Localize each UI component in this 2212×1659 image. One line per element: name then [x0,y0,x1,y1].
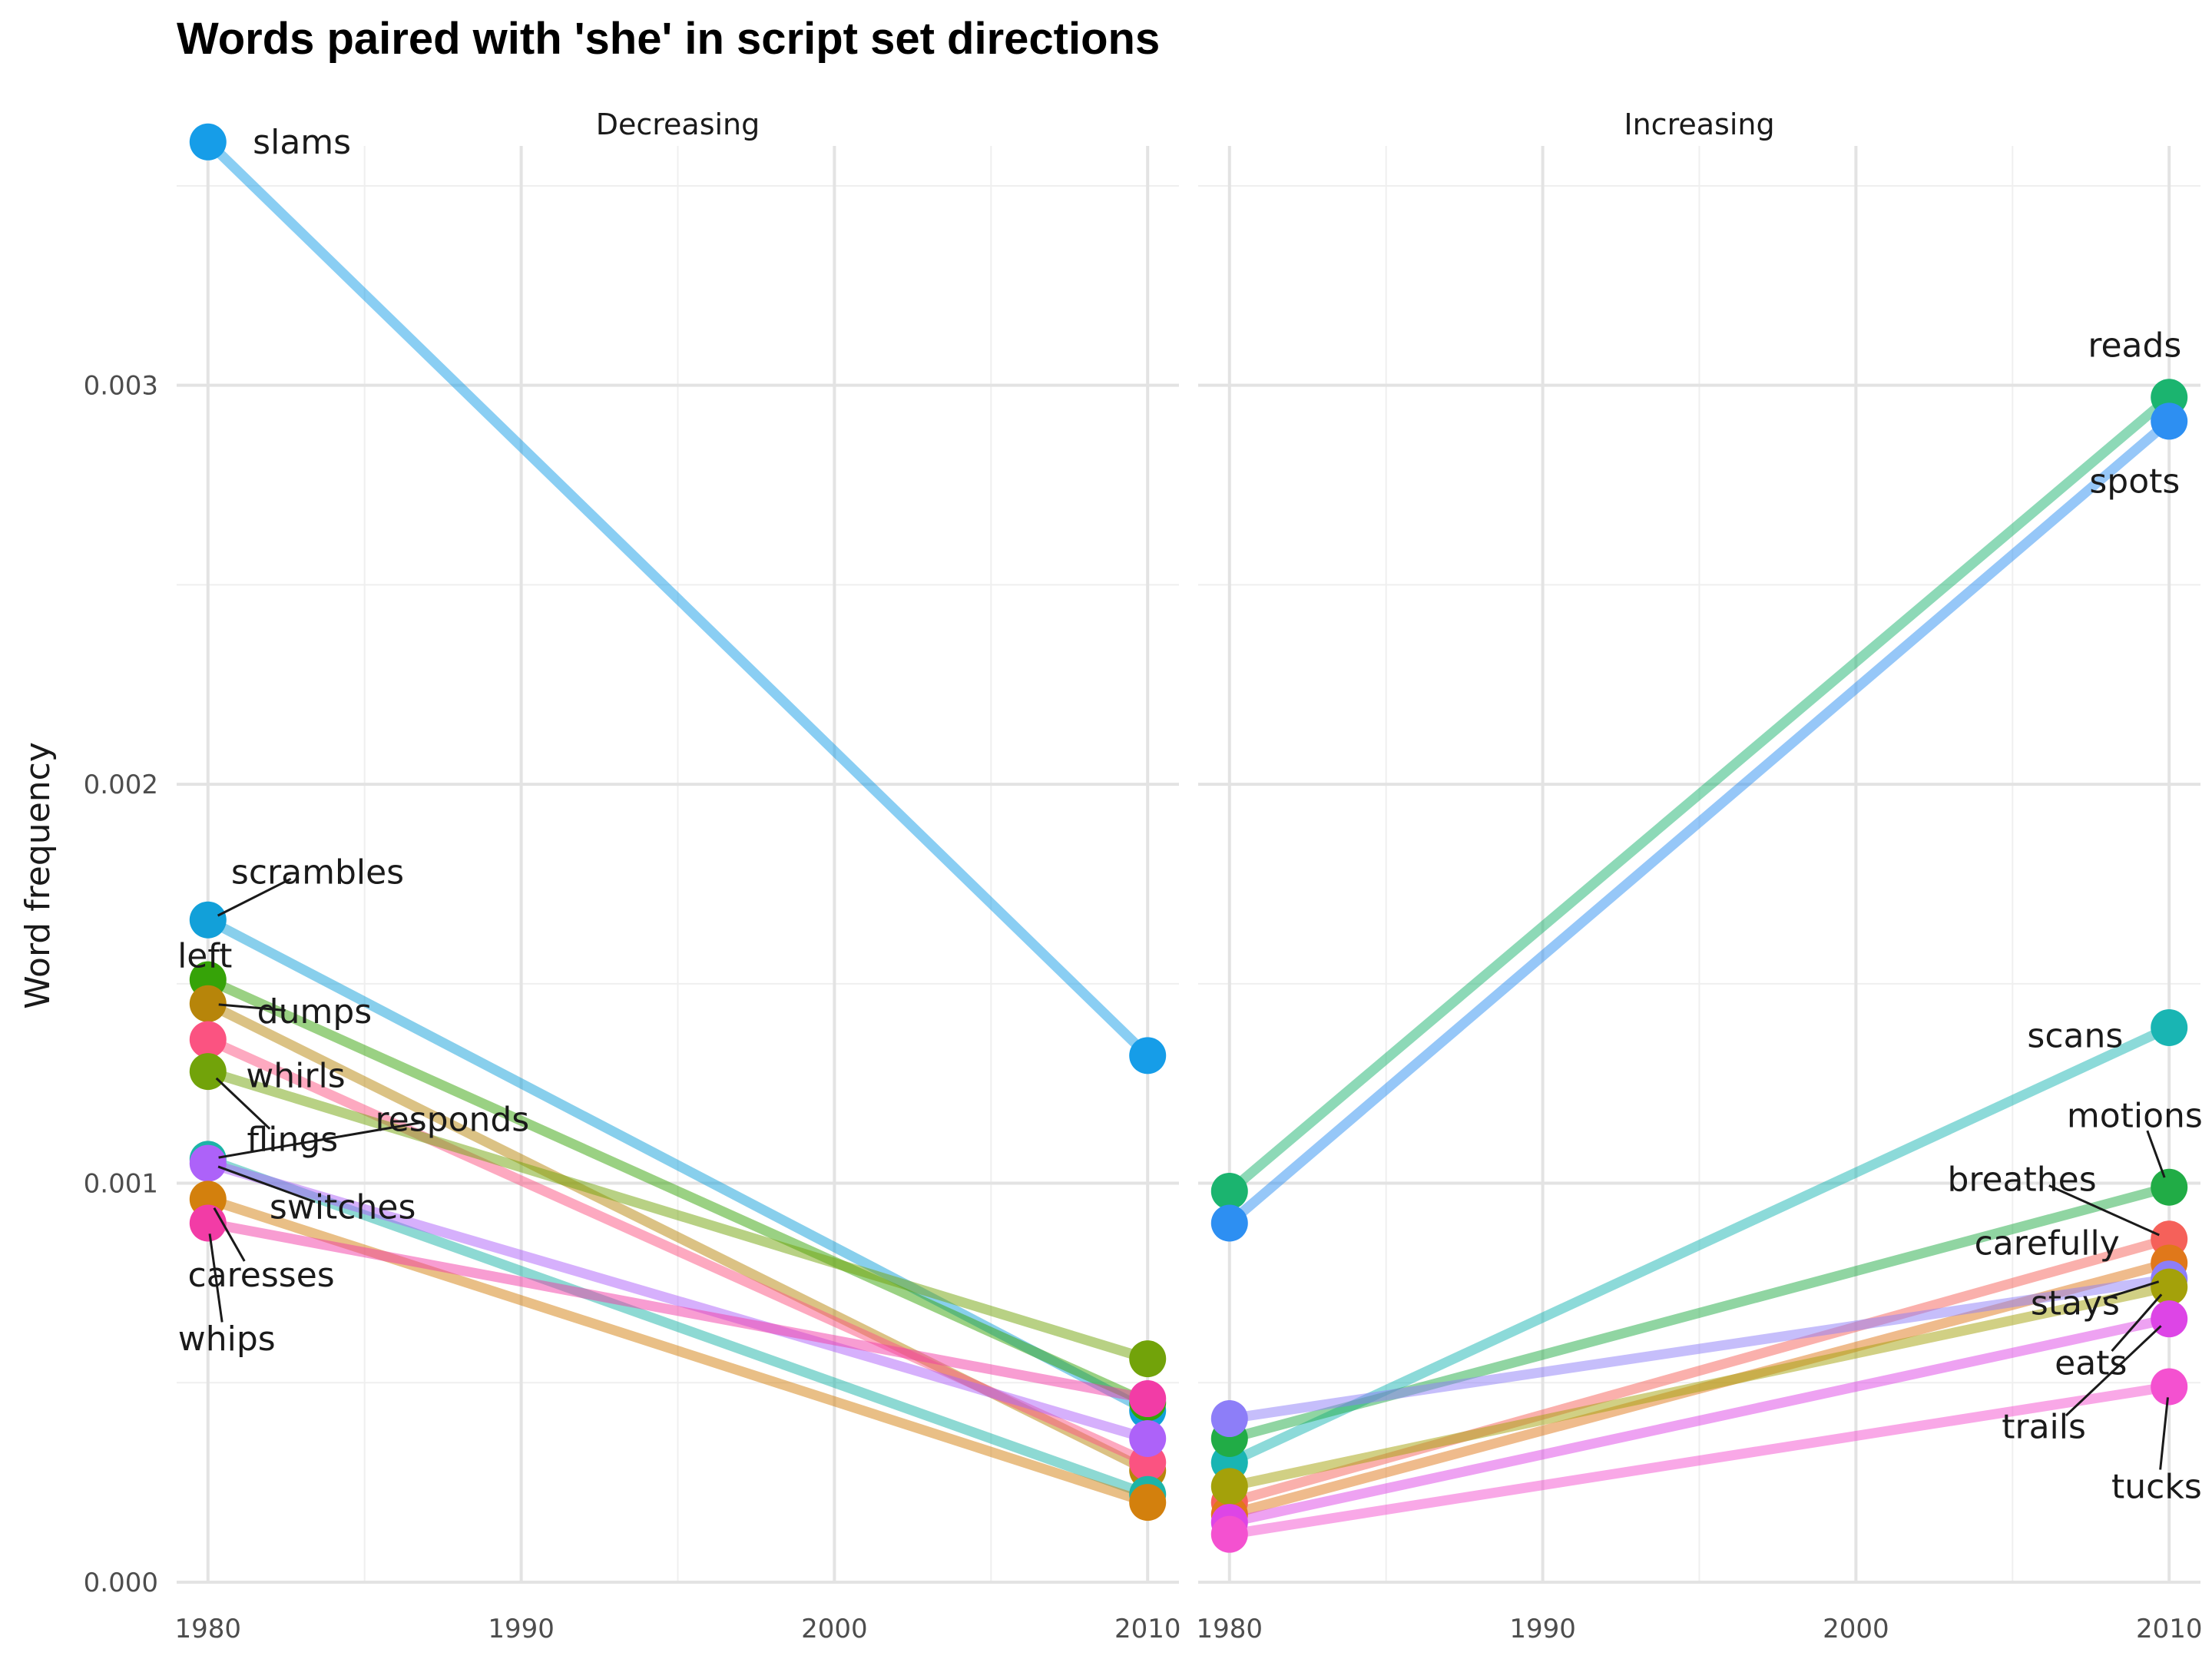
label-leader-motions [2146,1130,2166,1178]
panel-strip-label: Decreasing [596,108,760,141]
series-line-scans [1224,1022,2174,1468]
label-leader-switches [217,1165,316,1204]
series-line-stays [1224,1273,2174,1424]
point-flings-1980 [189,1053,227,1091]
label-leader-trails [2065,1325,2162,1417]
label-leader-eats [2111,1293,2163,1352]
series-line-switches [203,1158,1153,1444]
data-label-caresses: caresses [188,1256,335,1295]
series-line-slams [203,137,1153,1061]
y-tick-label: 0.002 [84,770,158,800]
label-leader-scrambles [217,877,292,917]
label-leader-whips [208,1233,224,1323]
label-leader-dumps [218,1003,286,1012]
label-leader-caresses [213,1207,246,1262]
point-motions-2010 [2151,1168,2188,1206]
data-label-spots: spots [2089,462,2180,501]
point-slams-1980 [189,123,227,161]
series-line-eats [1224,1282,2174,1492]
x-tick-label: 1990 [1509,1614,1576,1644]
data-label-trails: trails [2002,1407,2086,1446]
data-label-whips: whips [178,1320,276,1359]
point-whips-2010 [1129,1380,1167,1418]
series-line-spots [1224,416,2174,1228]
point-switches-2010 [1129,1420,1167,1457]
point-switches-1980 [189,1144,227,1182]
series-line-breathes [1224,1233,2174,1508]
data-label-stays: stays [2031,1283,2120,1323]
data-label-motions: motions [2067,1096,2203,1135]
data-label-breathes: breathes [1947,1160,2096,1199]
point-spots-1980 [1210,1204,1248,1242]
data-label-left: left [177,936,232,975]
series-line-flings [203,1066,1153,1364]
point-reads-1980 [1210,1172,1248,1210]
point-dumps-1980 [189,985,227,1022]
point-tucks-2010 [2151,1368,2188,1406]
y-axis-label: Word frequency [18,742,58,1009]
data-label-slams: slams [253,123,351,162]
y-axis-ticks: 0.000 0.001 0.002 0.003 [84,371,158,1598]
point-flings-2010 [1129,1340,1167,1378]
data-label-dumps: dumps [257,992,373,1031]
data-label-scans: scans [2027,1016,2123,1055]
label-leader-flings [215,1077,271,1130]
y-tick-label: 0.003 [84,371,158,402]
data-label-switches: switches [270,1188,416,1227]
data-label-eats: eats [2055,1343,2127,1382]
x-tick-label: 2010 [2136,1614,2203,1644]
series-line-responds [203,1154,1153,1500]
data-label-tucks: tucks [2111,1467,2202,1506]
x-tick-label: 2010 [1114,1614,1181,1644]
x-tick-label: 2000 [1823,1614,1889,1644]
series-line-whips [203,1218,1153,1404]
series-line-tucks [1224,1381,2174,1540]
x-tick-label: 2000 [801,1614,868,1644]
point-eats-1980 [1210,1468,1248,1505]
panel-decreasing: Decreasing 1980 1990 2000 2010 slams scrambles… [175,108,1181,1644]
series-line-left [203,975,1153,1408]
series-line-trails [1224,1313,2174,1528]
data-label-whirls: whirls [246,1056,345,1095]
label-leader-breathes [2048,1184,2160,1237]
label-leader-responds [218,1121,424,1159]
x-tick-label: 1980 [1197,1614,1263,1644]
point-caresses-2010 [1129,1484,1167,1522]
point-tucks-1980 [1210,1515,1248,1553]
data-label-responds: responds [376,1100,530,1139]
x-tick-label: 1980 [175,1614,242,1644]
point-scans-2010 [2151,1008,2188,1046]
panel-increasing: Increasing 1980 1990 2000 2010 reads spots scan… [1197,108,2203,1644]
point-whirls-1980 [189,1021,227,1058]
x-tick-label: 1990 [488,1614,555,1644]
point-stays-1980 [1210,1400,1248,1438]
data-label-scrambles: scrambles [231,853,404,892]
label-leader-tucks [2159,1397,2169,1470]
label-leader-stays [2103,1280,2160,1300]
point-spots-2010 [2151,402,2188,440]
point-slams-2010 [1129,1037,1167,1075]
panel-strip-label: Increasing [1624,108,1774,141]
y-tick-label: 0.000 [84,1568,158,1598]
chart-title: Words paired with 'she' in script set di… [177,14,1160,64]
data-label-reads: reads [2088,326,2181,366]
point-scrambles-1980 [189,901,227,939]
point-whips-1980 [189,1204,227,1242]
data-label-carefully: carefully [1975,1224,2120,1263]
y-tick-label: 0.001 [84,1169,158,1200]
series-line-reads [1224,392,2174,1197]
